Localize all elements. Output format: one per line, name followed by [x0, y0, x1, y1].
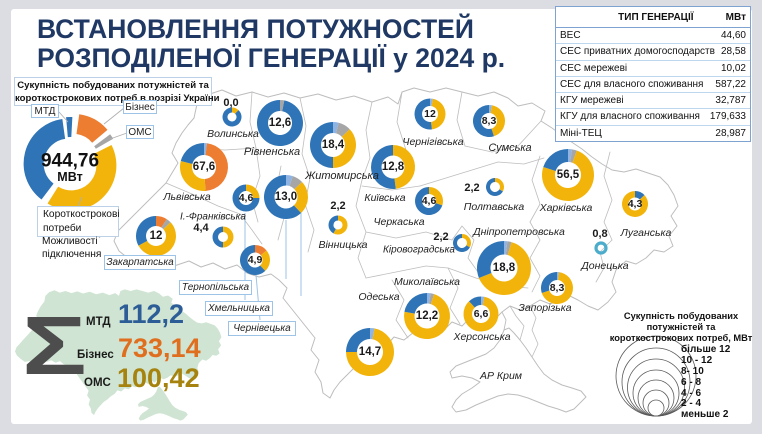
svg-text:0,8: 0,8	[592, 228, 607, 240]
svg-text:0,0: 0,0	[223, 97, 238, 109]
svg-text:Вінницька: Вінницька	[318, 239, 367, 251]
svg-text:2,2: 2,2	[433, 231, 448, 243]
svg-text:Чернігівська: Чернігівська	[402, 136, 463, 148]
svg-text:Миколаївська: Миколаївська	[394, 276, 460, 288]
svg-text:4,9: 4,9	[248, 254, 263, 266]
svg-text:12: 12	[424, 108, 436, 120]
svg-text:18,8: 18,8	[493, 262, 516, 274]
svg-text:Одеська: Одеська	[358, 291, 399, 303]
svg-text:Полтавська: Полтавська	[464, 201, 525, 213]
svg-text:13,0: 13,0	[275, 191, 297, 203]
svg-text:4,6: 4,6	[239, 192, 254, 204]
svg-text:12: 12	[150, 230, 163, 242]
svg-text:8,3: 8,3	[550, 282, 565, 294]
svg-text:Житомирська: Житомирська	[304, 170, 379, 182]
svg-text:Кіровоградська: Кіровоградська	[383, 245, 455, 256]
svg-text:56,5: 56,5	[557, 169, 580, 181]
svg-text:8,3: 8,3	[482, 115, 497, 127]
svg-text:2,2: 2,2	[464, 182, 479, 194]
svg-text:67,6: 67,6	[193, 161, 215, 173]
svg-text:6,6: 6,6	[474, 308, 489, 320]
svg-text:944,76: 944,76	[41, 151, 99, 172]
svg-text:12,2: 12,2	[416, 310, 438, 322]
svg-text:14,7: 14,7	[359, 346, 381, 358]
svg-text:І.-Франківська: І.-Франківська	[180, 212, 246, 223]
svg-text:18,4: 18,4	[322, 139, 345, 151]
svg-text:4,4: 4,4	[193, 222, 209, 234]
svg-text:МВт: МВт	[57, 170, 82, 184]
svg-text:Луганська: Луганська	[620, 227, 672, 239]
svg-text:Сумська: Сумська	[488, 142, 531, 154]
svg-text:4,3: 4,3	[628, 198, 643, 210]
svg-text:Донецька: Донецька	[580, 260, 628, 272]
svg-text:Запорізька: Запорізька	[518, 302, 571, 314]
svg-text:Рівненська: Рівненська	[244, 146, 300, 158]
svg-text:АР Крим: АР Крим	[479, 370, 522, 382]
svg-text:12,8: 12,8	[382, 161, 405, 173]
svg-text:Київська: Київська	[364, 192, 405, 204]
svg-text:Волинська: Волинська	[207, 128, 259, 140]
svg-text:4,6: 4,6	[422, 195, 437, 207]
svg-text:Черкаська: Черкаська	[373, 216, 424, 228]
svg-text:Харківська: Харківська	[539, 202, 593, 214]
svg-text:Херсонська: Херсонська	[452, 331, 510, 343]
svg-text:12,6: 12,6	[269, 117, 291, 129]
svg-text:Львівська: Львівська	[162, 191, 211, 203]
svg-text:Дніпропетровська: Дніпропетровська	[472, 226, 565, 238]
svg-text:2,2: 2,2	[330, 200, 345, 212]
